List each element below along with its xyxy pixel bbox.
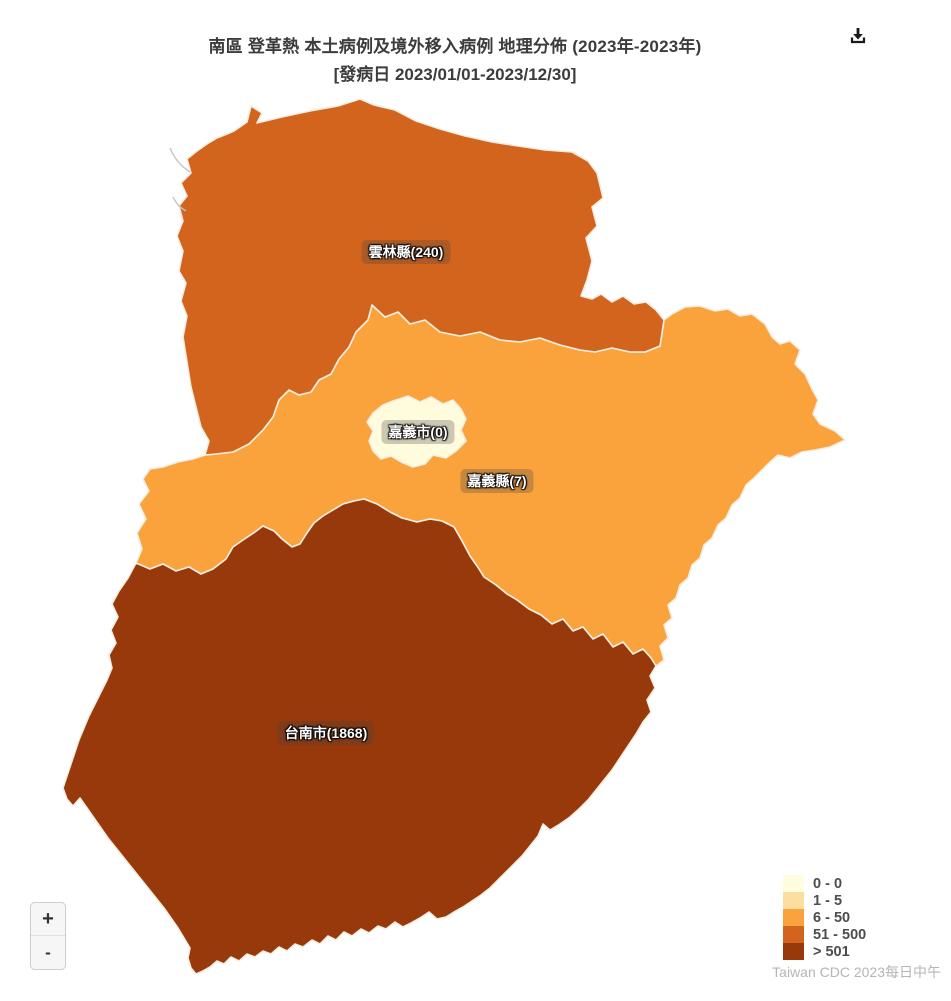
attribution-text: Taiwan CDC 2023每日中午 xyxy=(772,964,941,980)
legend-swatch xyxy=(783,892,804,909)
zoom-in-button[interactable]: + xyxy=(31,903,65,936)
legend-swatch xyxy=(783,909,804,926)
legend-row: 51 - 500 xyxy=(783,926,866,943)
legend-label: 1 - 5 xyxy=(813,892,843,909)
legend-swatch xyxy=(783,926,804,943)
region-label-chiayi-city: 嘉義市(0) xyxy=(381,420,455,444)
legend-row: 6 - 50 xyxy=(783,909,866,926)
page-subtitle: [發病日 2023/01/01-2023/12/30] xyxy=(333,65,577,84)
islet-outline xyxy=(172,196,187,212)
zoom-out-button[interactable]: - xyxy=(31,936,65,969)
region-chiayi-city[interactable] xyxy=(366,395,467,468)
legend-row: > 501 xyxy=(783,943,866,960)
islet-outline xyxy=(169,147,191,173)
legend-swatch xyxy=(783,875,804,892)
region-label-yunlin: 雲林縣(240) xyxy=(361,240,451,264)
region-label-tainan: 台南市(1868) xyxy=(277,721,375,745)
legend-label: 0 - 0 xyxy=(813,875,843,892)
map-zoom-control: + - xyxy=(30,902,66,970)
page-title: 南區 登革熱 本土病例及境外移入病例 地理分佈 (2023年-2023年) xyxy=(208,37,702,56)
legend-row: 1 - 5 xyxy=(783,892,866,909)
legend-row: 0 - 0 xyxy=(783,875,866,892)
region-label-chiayi-county: 嘉義縣(7) xyxy=(460,469,534,493)
region-yunlin[interactable] xyxy=(176,98,665,456)
download-button[interactable] xyxy=(843,22,873,52)
legend-label: 51 - 500 xyxy=(813,926,867,943)
legend-swatch xyxy=(783,943,804,960)
map-legend: 0 - 0 1 - 5 6 - 50 51 - 500 > 501 xyxy=(783,875,866,960)
download-icon xyxy=(850,27,866,43)
legend-label: > 501 xyxy=(813,943,850,960)
region-tainan[interactable] xyxy=(62,498,657,975)
legend-label: 6 - 50 xyxy=(813,909,851,926)
